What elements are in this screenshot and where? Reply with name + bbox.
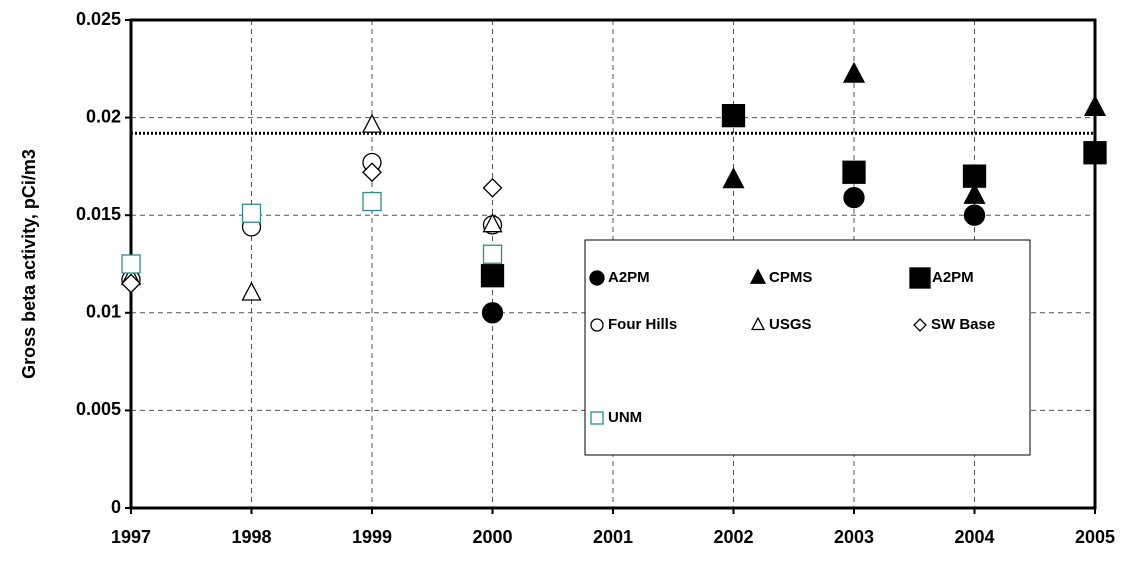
legend-label: Four Hills: [608, 316, 677, 333]
legend-marker: [590, 318, 604, 332]
x-tick-label: 2001: [593, 527, 633, 547]
x-tick-label: 2002: [713, 527, 753, 547]
y-tick-label: 0.015: [76, 204, 121, 224]
point: [1083, 94, 1107, 116]
legend-label: USGS: [769, 316, 812, 333]
point: [480, 264, 505, 288]
legend-label: A2PM: [608, 269, 650, 286]
legend-label: A2PM: [932, 269, 974, 286]
point: [721, 103, 746, 128]
point: [1083, 141, 1107, 165]
x-tick-label: 1999: [352, 527, 392, 547]
x-tick-label: 2003: [834, 527, 874, 547]
point: [481, 302, 504, 324]
point: [843, 186, 865, 209]
legend-label: UNM: [608, 409, 642, 426]
point: [241, 281, 262, 301]
x-tick-label: 2005: [1075, 527, 1115, 547]
point: [241, 203, 262, 223]
legend-marker: [750, 316, 766, 331]
point: [362, 162, 382, 183]
point: [482, 244, 503, 264]
legend-marker: [913, 318, 927, 332]
point: [842, 61, 866, 83]
x-tick-label: 2000: [472, 527, 512, 547]
point: [121, 273, 141, 294]
y-tick-label: 0.01: [86, 302, 121, 322]
legend-label: SW Base: [931, 316, 995, 333]
point: [121, 254, 141, 274]
point: [963, 204, 986, 226]
point: [842, 160, 866, 184]
point: [722, 167, 745, 189]
legend-label: CPMS: [769, 269, 812, 286]
x-tick-label: 2004: [954, 527, 994, 547]
point: [361, 113, 383, 133]
x-tick-label: 1998: [231, 527, 271, 547]
point: [962, 164, 987, 188]
point: [963, 182, 986, 204]
point: [362, 191, 382, 212]
point: [482, 177, 503, 198]
legend: [584, 239, 1031, 456]
y-axis-label: Gross beta activity, pCi/m3: [19, 149, 39, 379]
legend-marker: [909, 267, 931, 289]
legend-marker: [749, 268, 767, 284]
legend-marker: [590, 411, 604, 425]
y-tick-label: 0.025: [76, 9, 121, 29]
legend-marker: [589, 270, 605, 286]
point: [482, 213, 503, 233]
y-tick-label: 0: [111, 497, 121, 517]
x-tick-label: 1997: [111, 527, 151, 547]
y-tick-label: 0.02: [86, 106, 121, 126]
y-tick-label: 0.005: [76, 399, 121, 419]
